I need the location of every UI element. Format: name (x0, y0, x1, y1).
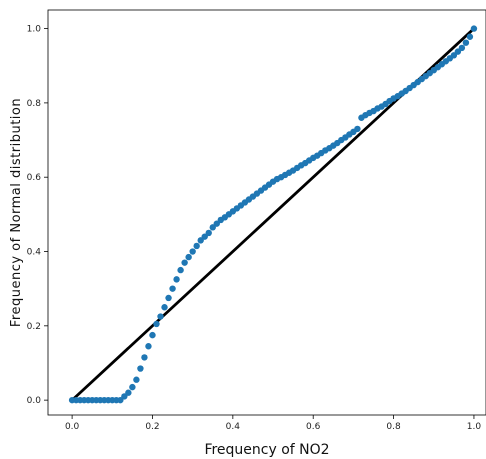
scatter-point (213, 220, 220, 227)
scatter-point (197, 237, 204, 244)
x-axis-title: Frequency of NO2 (204, 442, 329, 458)
scatter-point (149, 331, 156, 339)
x-tick-label: 0.4 (226, 422, 241, 432)
y-tick-label: 0.4 (27, 248, 42, 258)
x-tick-label: 0.2 (145, 422, 159, 432)
scatter-point (454, 48, 462, 55)
scatter-point (169, 285, 176, 292)
x-tick-label: 0.0 (65, 422, 80, 432)
plot-frame (47, 9, 486, 416)
scatter-point (185, 253, 192, 261)
scatter-point (121, 393, 128, 400)
scatter-point (458, 44, 466, 52)
scatter-point (462, 39, 470, 46)
scatter-point (177, 266, 184, 274)
scatter-point (189, 248, 196, 255)
scatter-point (165, 294, 172, 302)
y-tick-label: 0.6 (27, 173, 42, 183)
scatter-point (161, 304, 168, 311)
scatter-point (133, 376, 140, 383)
scatter-point (173, 276, 180, 283)
y-axis-title: Frequency of Normal distribution (9, 98, 24, 327)
scatter-point (205, 229, 212, 237)
x-tick-label: 0.6 (306, 422, 321, 432)
scatter-point (117, 396, 124, 404)
scatter-point (201, 233, 208, 240)
scatter-point (470, 25, 478, 32)
scatter-point (141, 354, 148, 361)
scatter-point (209, 224, 216, 231)
scatter-points (68, 25, 478, 404)
x-tick-label: 1.0 (467, 422, 482, 432)
x-tick-label: 0.8 (386, 422, 401, 432)
y-tick-label: 0.0 (27, 396, 42, 406)
y-axis-ticks: 0.0 0.2 0.4 0.6 0.8 1.0 (27, 25, 48, 406)
scatter-point (145, 343, 152, 350)
scatter-point (125, 389, 132, 396)
scatter-point (153, 320, 160, 328)
y-tick-label: 0.2 (27, 322, 41, 332)
scatter-point (450, 52, 458, 59)
y-tick-label: 0.8 (27, 99, 42, 109)
scatter-point (466, 33, 474, 40)
y-tick-label: 1.0 (27, 25, 42, 35)
scatter-point (137, 365, 144, 372)
scatter-point (157, 313, 164, 320)
scatter-point (129, 383, 136, 391)
x-axis-ticks: 0.0 0.2 0.4 0.6 0.8 1.0 (65, 415, 481, 432)
scatter-point (181, 259, 188, 266)
scatter-point (193, 242, 200, 250)
scatter-point (354, 125, 361, 133)
